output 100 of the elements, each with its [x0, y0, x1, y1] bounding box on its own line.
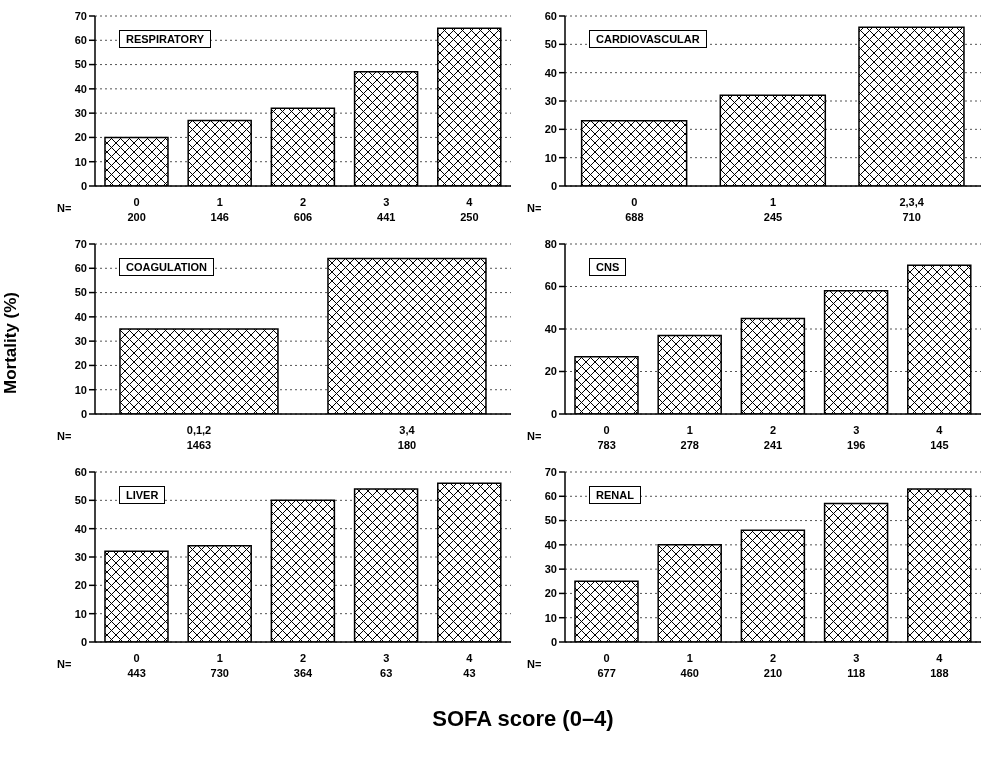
- y-tick-label: 60: [74, 262, 87, 275]
- text: COAGULATION: [119, 258, 215, 276]
- text: N=: [57, 202, 72, 214]
- x-tick-label: 4: [936, 652, 944, 664]
- y-tick-label: 40: [74, 522, 87, 535]
- text: 688: [625, 211, 644, 223]
- text: N=: [57, 430, 72, 442]
- y-tick-label: 0: [550, 635, 557, 648]
- y-tick-label: 30: [544, 563, 557, 576]
- x-tick-label: 2: [769, 652, 777, 664]
- text: 63: [380, 667, 393, 679]
- x-tick-label: 0: [631, 196, 638, 208]
- y-tick-label: 10: [74, 607, 87, 620]
- x-tick-label: 0: [603, 424, 610, 436]
- text: N=: [527, 658, 542, 670]
- y-tick-label: 20: [74, 131, 87, 144]
- x-tick-label: 2,3,4: [899, 196, 925, 208]
- x-tick-label: 2: [299, 652, 307, 664]
- y-tick-label: 70: [74, 9, 87, 22]
- y-tick-label: 30: [74, 550, 87, 563]
- y-tick-label: 0: [80, 407, 87, 420]
- text: 364: [293, 667, 314, 679]
- x-tick-label: 4: [466, 196, 474, 208]
- text: 210: [763, 667, 783, 679]
- text: 188: [930, 667, 949, 679]
- y-tick-label: 80: [544, 237, 557, 250]
- x-tick-label: 0: [603, 652, 610, 664]
- y-tick-label: 70: [544, 465, 557, 478]
- text: RESPIRATORY: [119, 30, 212, 48]
- y-tick-label: 20: [544, 587, 557, 600]
- x-tick-label: 0: [133, 652, 140, 664]
- text: 118: [847, 667, 866, 679]
- y-tick-label: 10: [544, 611, 557, 624]
- y-tick-label: 40: [544, 66, 557, 79]
- text: 441: [377, 211, 396, 223]
- text: CNS: [589, 258, 627, 276]
- text: 1463: [186, 439, 212, 451]
- y-tick-label: 0: [80, 635, 87, 648]
- y-tick-label: 50: [74, 58, 87, 71]
- x-tick-label: 3: [853, 424, 860, 436]
- x-tick-label: 1: [769, 196, 777, 208]
- text: 241: [763, 439, 783, 451]
- y-tick-label: 20: [544, 365, 557, 378]
- y-tick-label: 30: [544, 94, 557, 107]
- y-tick-label: 0: [550, 179, 557, 192]
- y-tick-label: 40: [544, 322, 557, 335]
- y-tick-label: 40: [74, 82, 87, 95]
- text: 460: [680, 667, 699, 679]
- text: RENAL: [589, 486, 641, 504]
- x-tick-label: 2: [769, 424, 777, 436]
- y-tick-label: 30: [74, 107, 87, 120]
- text: 43: [463, 667, 476, 679]
- y-tick-label: 20: [544, 123, 557, 136]
- x-tick-label: 3: [853, 652, 860, 664]
- x-tick-label: 0,1,2: [186, 424, 212, 436]
- x-tick-label: 0: [133, 196, 140, 208]
- y-tick-label: 60: [544, 280, 557, 293]
- x-tick-label: 4: [466, 652, 474, 664]
- x-tick-label: 2: [299, 196, 307, 208]
- y-tick-label: 60: [74, 34, 87, 47]
- text: 250: [460, 211, 479, 223]
- text: 606: [293, 211, 313, 223]
- text: 245: [763, 211, 783, 223]
- y-tick-label: 50: [544, 514, 557, 527]
- y-tick-label: 60: [544, 490, 557, 503]
- x-tick-label: 1: [216, 196, 223, 208]
- x-tick-label: 3,4: [399, 424, 416, 436]
- y-tick-label: 50: [544, 38, 557, 51]
- x-tick-label: 1: [686, 424, 693, 436]
- text: N=: [527, 430, 542, 442]
- text: 730: [210, 667, 229, 679]
- y-tick-label: 10: [544, 151, 557, 164]
- x-tick-label: 1: [216, 652, 223, 664]
- y-tick-label: 50: [74, 494, 87, 507]
- text: 783: [597, 439, 616, 451]
- y-tick-label: 20: [74, 359, 87, 372]
- text: 278: [680, 439, 699, 451]
- text: CARDIOVASCULAR: [589, 30, 707, 48]
- text: 677: [597, 667, 616, 679]
- text: LIVER: [119, 486, 166, 504]
- x-tick-label: 3: [383, 196, 390, 208]
- text: 443: [127, 667, 146, 679]
- y-axis-title: Mortality (%): [1, 292, 21, 394]
- y-tick-label: 40: [544, 538, 557, 551]
- y-tick-label: 0: [80, 179, 87, 192]
- x-tick-label: 3: [383, 652, 390, 664]
- text: N=: [57, 658, 72, 670]
- text: N=: [527, 202, 542, 214]
- text: 710: [902, 211, 921, 223]
- x-tick-label: 1: [686, 652, 693, 664]
- y-tick-label: 0: [550, 407, 557, 420]
- y-tick-label: 60: [544, 9, 557, 22]
- text: 180: [397, 439, 417, 451]
- y-tick-label: 60: [74, 465, 87, 478]
- text: 146: [210, 211, 229, 223]
- text: 200: [127, 211, 146, 223]
- y-tick-label: 70: [74, 237, 87, 250]
- y-tick-label: 50: [74, 286, 87, 299]
- y-tick-label: 10: [74, 383, 87, 396]
- y-tick-label: 40: [74, 310, 87, 323]
